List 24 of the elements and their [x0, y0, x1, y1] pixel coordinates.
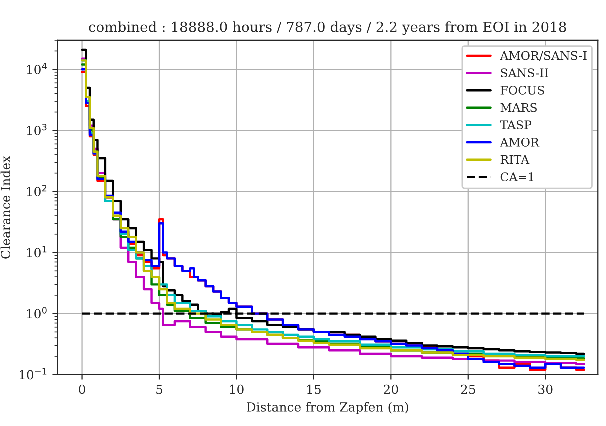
- x-tick-label: 30: [538, 384, 553, 394]
- legend-label: CA=1: [500, 172, 534, 182]
- y-tick-label: 10$^{1}$: [27, 246, 47, 258]
- x-tick-label: 20: [384, 384, 398, 394]
- legend-label: MARS: [500, 103, 537, 112]
- y-tick-label: 10$^{3}$: [27, 124, 47, 136]
- y-tick-label: 10$^{−1}$: [20, 368, 47, 380]
- x-tick-label: 10: [230, 384, 244, 394]
- chart-title: combined : 18888.0 hours / 787.0 days / 2.2 years from EOI in 2018: [89, 22, 566, 36]
- x-tick-label: 15: [308, 384, 321, 394]
- legend-label: AMOR/SANS-I: [500, 51, 587, 62]
- x-tick-label: 0: [79, 384, 86, 394]
- y-tick-label: 10$^{2}$: [27, 185, 47, 197]
- legend-label: SANS-II: [501, 68, 548, 78]
- y-tick-label: 10$^{0}$: [27, 307, 47, 319]
- y-tick-label: 10$^{4}$: [27, 63, 47, 74]
- x-tick-label: 5: [156, 384, 163, 394]
- legend-label: AMOR: [500, 138, 540, 147]
- legend-label: TASP: [500, 120, 532, 130]
- legend-label: RITA: [500, 155, 530, 164]
- x-tick-label: 25: [461, 384, 476, 394]
- legend-label: FOCUS: [500, 86, 544, 95]
- y-axis-title: Clearance Index: [0, 156, 10, 259]
- x-axis-title: Distance from Zapfen (m): [246, 402, 408, 414]
